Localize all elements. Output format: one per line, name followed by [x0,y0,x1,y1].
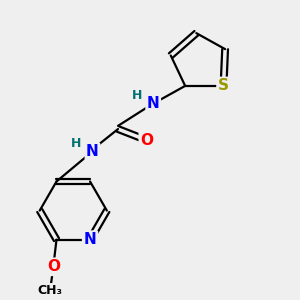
Text: CH₃: CH₃ [38,284,63,297]
Text: H: H [132,89,142,102]
Text: N: N [86,144,99,159]
Text: O: O [140,133,153,148]
Text: N: N [147,96,160,111]
Text: O: O [47,259,60,274]
Text: N: N [84,232,96,247]
Text: H: H [71,137,82,150]
Text: S: S [218,78,229,93]
